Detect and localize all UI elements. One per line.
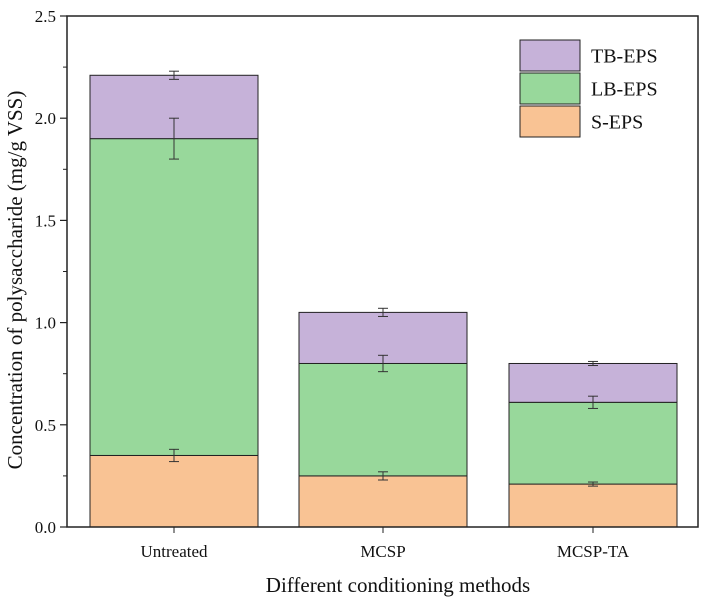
legend-swatch-lb-eps (519, 72, 581, 105)
x-tick-label-mcsp: MCSP (360, 542, 405, 561)
bar-s-eps-mcsp (298, 475, 468, 528)
y-tick-label-1.0: 1.0 (35, 314, 56, 333)
y-tick-label-0.5: 0.5 (35, 416, 56, 435)
bars-layer (89, 74, 678, 528)
legend-label-lb-eps: LB-EPS (591, 79, 658, 101)
legend: TB-EPS LB-EPS S-EPS (519, 39, 658, 138)
axes-layer: Untreated MCSP MCSP-TA 0.0 0.5 1.0 1.5 2.0 2.5 (35, 7, 699, 561)
x-tick-label-mcsp-ta: MCSP-TA (557, 542, 630, 561)
bar-lb-eps-mcsp-ta (508, 401, 678, 485)
legend-swatch-tb-eps (519, 39, 581, 72)
bar-s-eps-untreated (89, 454, 259, 528)
y-axis-title: Concentration of polysaccharide (mg/g VS… (3, 91, 27, 470)
legend-label-tb-eps: TB-EPS (591, 46, 658, 68)
y-tick-label-0.0: 0.0 (35, 518, 56, 537)
x-axis-title: Different conditioning methods (266, 573, 530, 597)
error-bars-layer (169, 70, 598, 487)
bar-lb-eps-mcsp (298, 362, 468, 477)
bar-lb-eps-untreated (89, 138, 259, 456)
y-tick-label-2.5: 2.5 (35, 7, 56, 26)
x-tick-label-untreated: Untreated (140, 542, 208, 561)
y-tick-label-2.0: 2.0 (35, 109, 56, 128)
bar-s-eps-mcsp-ta (508, 483, 678, 528)
legend-swatch-s-eps (519, 105, 581, 138)
legend-label-s-eps: S-EPS (591, 112, 643, 134)
y-tick-label-1.5: 1.5 (35, 211, 56, 230)
